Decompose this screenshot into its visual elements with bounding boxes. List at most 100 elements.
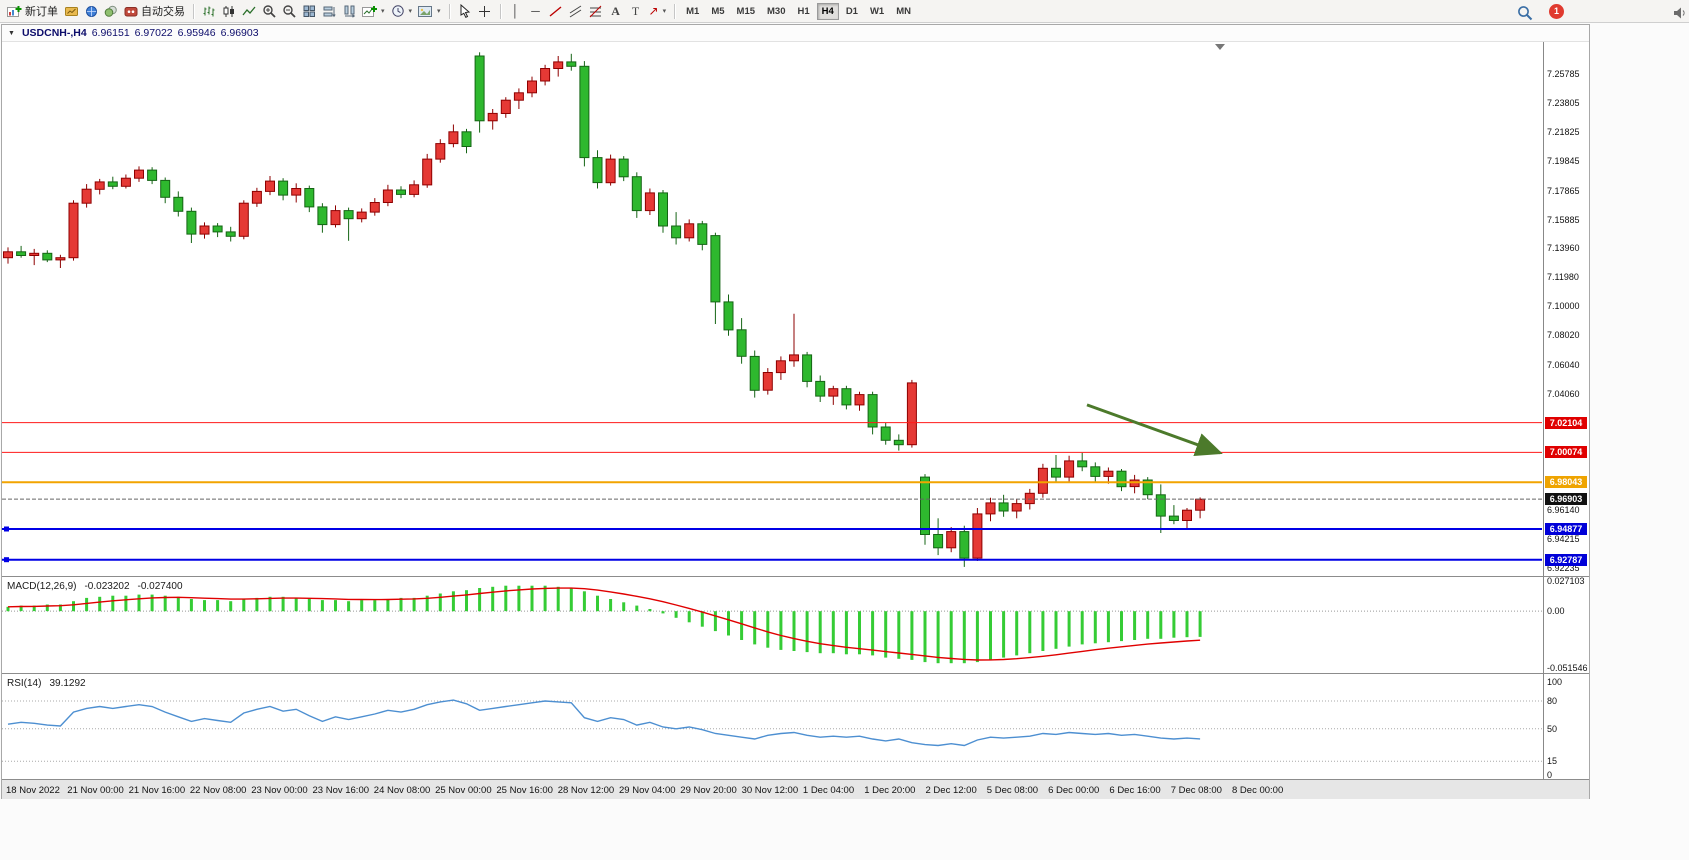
timeframe-M1[interactable]: M1 bbox=[681, 3, 704, 20]
templates-button[interactable]: ▾ bbox=[415, 2, 444, 21]
tile-windows-icon bbox=[303, 5, 316, 18]
rsi-label: RSI(14) bbox=[7, 678, 42, 689]
timeframe-H1[interactable]: H1 bbox=[793, 3, 815, 20]
time-label: 6 Dec 00:00 bbox=[1048, 785, 1099, 796]
macd-signal-value: -0.027400 bbox=[137, 581, 183, 592]
chart-titlebar[interactable]: ▼ USDCNH-,H4 6.96151 6.97022 6.95946 6.9… bbox=[2, 25, 1589, 42]
rsi-axis-label: 0 bbox=[1547, 770, 1553, 781]
line-chart-button[interactable] bbox=[239, 2, 259, 21]
clock-icon bbox=[391, 4, 405, 18]
notification-badge[interactable]: 1 bbox=[1549, 4, 1564, 19]
crosshair-button[interactable] bbox=[475, 2, 495, 21]
vertical-line-button[interactable]: │ bbox=[506, 2, 526, 21]
price-badge: 6.96903 bbox=[1545, 493, 1587, 506]
new-order-icon bbox=[7, 5, 22, 18]
candlestick-chart-button[interactable] bbox=[219, 2, 239, 21]
arrows-tool-button[interactable]: ↗ ▾ bbox=[646, 2, 670, 21]
trendline-button[interactable] bbox=[546, 2, 566, 21]
line-handle[interactable] bbox=[4, 557, 9, 563]
navigator-button[interactable] bbox=[81, 2, 101, 21]
timeframe-D1[interactable]: D1 bbox=[841, 3, 863, 20]
toolbar-separator bbox=[499, 3, 501, 19]
text-button[interactable]: A bbox=[606, 2, 626, 21]
new-chart-icon bbox=[362, 5, 377, 18]
fibonacci-button[interactable] bbox=[586, 2, 606, 21]
price-label: 6.92235 bbox=[1547, 562, 1580, 573]
price-label: 7.23805 bbox=[1547, 98, 1580, 108]
price-label: 6.96140 bbox=[1547, 505, 1580, 516]
price-badge: 6.92787 bbox=[1545, 553, 1587, 566]
timeframe-H4[interactable]: H4 bbox=[816, 2, 839, 20]
time-label: 8 Dec 00:00 bbox=[1232, 785, 1283, 796]
line-chart-icon bbox=[242, 5, 256, 18]
bar-chart-icon bbox=[202, 5, 216, 18]
zoom-out-icon bbox=[282, 4, 296, 18]
crosshair-icon bbox=[478, 5, 491, 18]
timeframe-MN[interactable]: MN bbox=[891, 3, 916, 20]
arrange-horizontal-button[interactable] bbox=[339, 2, 359, 21]
price-label: 7.25785 bbox=[1547, 68, 1580, 79]
time-label: 30 Nov 12:00 bbox=[742, 785, 799, 796]
timeframe-toolbar: M1 M5 M15 M30 H1 H4 D1 W1 MN bbox=[680, 2, 917, 20]
periods-button[interactable]: ▾ bbox=[388, 2, 416, 21]
macd-axis-label: 0.027103 bbox=[1547, 576, 1585, 587]
arrange-vertical-button[interactable] bbox=[319, 2, 339, 21]
macd-label: MACD(12,26,9) bbox=[7, 581, 77, 592]
time-axis-labels: 18 Nov 2022 21 Nov 00:00 21 Nov 16:00 22 No… bbox=[6, 785, 1283, 796]
search-button[interactable] bbox=[1514, 3, 1536, 22]
line-handle[interactable] bbox=[4, 526, 9, 532]
ohlc-high: 6.97022 bbox=[134, 27, 173, 39]
bar-chart-button[interactable] bbox=[199, 2, 219, 21]
autotrading-icon bbox=[124, 5, 138, 18]
cursor-button[interactable] bbox=[455, 2, 475, 21]
time-label: 24 Nov 08:00 bbox=[374, 785, 431, 796]
timeframe-W1[interactable]: W1 bbox=[865, 3, 889, 20]
channel-button[interactable] bbox=[566, 2, 586, 21]
rsi-pane-header: RSI(14) 39.1292 bbox=[7, 678, 86, 689]
time-label: 6 Dec 16:00 bbox=[1109, 785, 1160, 796]
macd-signal-line bbox=[7, 587, 1201, 661]
text-label-button[interactable]: T bbox=[626, 2, 646, 21]
zoom-in-button[interactable] bbox=[259, 2, 279, 21]
trendline-icon bbox=[549, 5, 562, 18]
rsi-line bbox=[7, 699, 1201, 747]
horizontal-line-icon: ─ bbox=[531, 4, 540, 18]
horizontal-line-button[interactable]: ─ bbox=[526, 2, 546, 21]
price-label: 7.21825 bbox=[1547, 127, 1580, 138]
candles bbox=[3, 52, 1206, 567]
chart-canvas[interactable]: 18 Nov 2022 21 Nov 00:00 21 Nov 16:00 22 No… bbox=[2, 42, 1589, 799]
sound-button[interactable] bbox=[1670, 3, 1689, 22]
arrange-vertical-icon bbox=[323, 5, 336, 18]
time-label: 1 Dec 20:00 bbox=[864, 785, 915, 796]
price-axis[interactable]: 7.25785 7.23805 7.21825 7.19845 7.17865 7.158… bbox=[1543, 42, 1589, 780]
rsi-axis-label: 100 bbox=[1547, 677, 1563, 688]
new-chart-button[interactable]: ▾ bbox=[359, 2, 388, 21]
macd-axis-label: 0.00 bbox=[1547, 606, 1565, 617]
chevron-down-icon: ▾ bbox=[437, 8, 441, 15]
chart-menu-icon[interactable]: ▼ bbox=[8, 29, 15, 37]
channel-icon bbox=[569, 5, 582, 18]
new-order-button[interactable]: 新订单 bbox=[4, 2, 61, 21]
timeframe-M30[interactable]: M30 bbox=[762, 3, 790, 20]
price-label: 7.11980 bbox=[1547, 272, 1579, 283]
navigator-icon bbox=[85, 5, 98, 18]
price-label: 7.15885 bbox=[1547, 214, 1580, 225]
tile-windows-button[interactable] bbox=[299, 2, 319, 21]
main-toolbar: 新订单 自动交易 bbox=[0, 0, 1689, 23]
time-axis[interactable] bbox=[2, 780, 1589, 799]
trend-arrow-annotation[interactable] bbox=[1086, 403, 1223, 456]
ohlc-close: 6.96903 bbox=[220, 27, 259, 39]
terminal-icon bbox=[104, 5, 118, 18]
time-label: 7 Dec 08:00 bbox=[1171, 785, 1222, 796]
rsi-axis-label: 80 bbox=[1547, 696, 1558, 706]
autotrading-button[interactable]: 自动交易 bbox=[121, 2, 188, 21]
chevron-down-icon: ▾ bbox=[662, 8, 667, 15]
zoom-out-button[interactable] bbox=[279, 2, 299, 21]
chart-shift-marker[interactable] bbox=[1215, 44, 1225, 50]
market-watch-button[interactable] bbox=[61, 2, 81, 21]
timeframe-M5[interactable]: M5 bbox=[706, 3, 729, 20]
timeframe-M15[interactable]: M15 bbox=[732, 3, 760, 20]
terminal-button[interactable] bbox=[101, 2, 121, 21]
price-label: 7.10000 bbox=[1547, 301, 1580, 312]
